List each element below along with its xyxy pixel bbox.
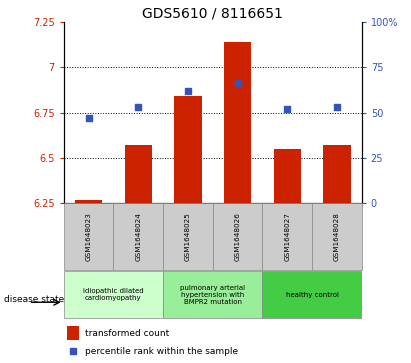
Bar [274,149,301,203]
Text: GSM1648025: GSM1648025 [185,212,191,261]
Point [69,348,76,354]
FancyBboxPatch shape [312,203,362,270]
Text: pulmonary arterial
hypertension with
BMPR2 mutation: pulmonary arterial hypertension with BMP… [180,285,245,305]
Point [234,81,241,86]
Title: GDS5610 / 8116651: GDS5610 / 8116651 [142,7,283,21]
Text: disease state: disease state [4,295,65,304]
Bar [224,42,251,203]
Point [284,106,291,112]
Text: GSM1648027: GSM1648027 [284,212,290,261]
FancyBboxPatch shape [262,203,312,270]
Point [85,115,92,121]
FancyBboxPatch shape [113,203,163,270]
Point [135,104,141,110]
FancyBboxPatch shape [64,203,113,270]
Text: idiopathic dilated
cardiomyopathy: idiopathic dilated cardiomyopathy [83,289,144,301]
Point [334,104,340,110]
Text: GSM1648024: GSM1648024 [135,212,141,261]
FancyBboxPatch shape [163,203,213,270]
Text: GSM1648023: GSM1648023 [85,212,92,261]
Bar [323,145,351,203]
FancyBboxPatch shape [64,272,163,318]
FancyBboxPatch shape [163,272,262,318]
Text: percentile rank within the sample: percentile rank within the sample [85,347,238,356]
Bar [174,96,201,203]
Text: GSM1648028: GSM1648028 [334,212,340,261]
Text: healthy control: healthy control [286,292,339,298]
Bar [125,145,152,203]
Text: transformed count: transformed count [85,329,169,338]
Point [185,88,191,94]
FancyBboxPatch shape [262,272,362,318]
Text: GSM1648026: GSM1648026 [235,212,240,261]
Bar [75,200,102,203]
FancyBboxPatch shape [213,203,262,270]
Bar [67,326,79,340]
